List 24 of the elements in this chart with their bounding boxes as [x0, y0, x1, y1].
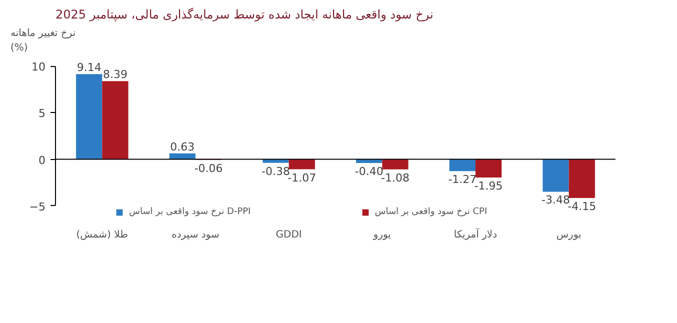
legend-label: نرخ سود واقعی بر اساس CPI	[374, 206, 488, 218]
legend-label: نرخ سود واقعی بر اساس D-PPI	[129, 206, 251, 218]
data-label: 8.39	[102, 68, 128, 82]
data-label: 0.63	[170, 140, 195, 154]
x-tick-label: طلا (شمش)	[76, 230, 128, 240]
chart-title: نرخ سود واقعی ماهانه ایجاد شده توسط سرمایه‌گذاری مالی، سپتامبر 2025	[56, 8, 434, 22]
y-tick-label: 0	[38, 154, 46, 167]
data-label: -0.06	[194, 162, 223, 175]
x-tick-label: بورس	[556, 230, 582, 240]
y-tick-label: 5	[38, 107, 46, 120]
data-label: -1.08	[381, 171, 410, 184]
y-axis-title: نرخ تغییر ماهانه (%)	[10, 28, 76, 54]
x-tick-label: یورو	[372, 230, 392, 240]
x-tick-label: GDDI	[276, 230, 302, 240]
data-label: -3.48	[542, 194, 570, 207]
x-tick-label: سود سپرده	[172, 230, 220, 240]
data-label: -1.27	[448, 173, 477, 186]
y-tick-label: 10	[32, 60, 46, 74]
data-label: 9.14	[76, 61, 102, 74]
data-label: -1.95	[474, 179, 503, 192]
x-tick-label: دلار آمریکا	[454, 228, 498, 240]
data-label: -0.38	[262, 164, 290, 178]
data-label: -0.40	[354, 165, 384, 178]
y-tick-label: −5	[29, 200, 46, 214]
